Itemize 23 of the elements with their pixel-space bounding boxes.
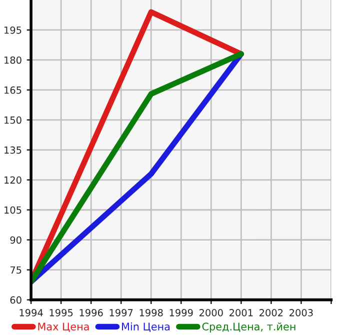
x-tick-label: 1998 [140,309,163,316]
x-tick-label: 1999 [170,309,193,316]
y-tick-label: 60 [10,296,22,304]
x-tick-label: 2003 [290,309,313,316]
y-tick-label: 105 [4,206,22,214]
y-tick-label: 150 [4,116,22,124]
x-tick-label: 1994 [20,309,43,316]
y-tick-label: 195 [4,26,22,34]
y-tick-label: 180 [4,56,22,64]
x-tick-label: 2000 [199,309,223,316]
legend-label: Max Цена [38,322,89,332]
y-tick-label: 75 [10,266,22,274]
y-tick-label: 120 [4,176,22,184]
y-tick-label: 90 [10,236,22,244]
y-tick-label: 135 [4,146,22,154]
y-tick-label: 165 [4,86,22,94]
x-tick-label: 1997 [110,309,133,316]
legend-label: Сред.Цена, т.йен [202,322,296,333]
x-tick-label: 1996 [80,309,103,316]
x-tick-label: 2002 [260,309,283,316]
x-tick-label: 1995 [50,309,73,316]
legend-label: Min Цена [122,322,170,332]
x-tick-label: 2001 [229,309,253,316]
